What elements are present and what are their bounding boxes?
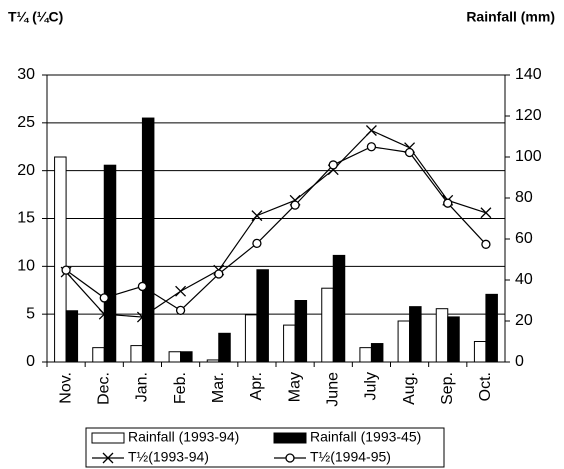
bar bbox=[244, 314, 258, 363]
bar bbox=[256, 269, 269, 363]
x-tick-label: Nov. bbox=[57, 372, 74, 404]
marker-o bbox=[404, 147, 415, 158]
marker-o bbox=[290, 200, 300, 210]
marker-x bbox=[365, 125, 377, 136]
y2-tick-label: 140 bbox=[515, 66, 542, 83]
marker-o bbox=[61, 265, 71, 275]
bar bbox=[92, 347, 105, 363]
bar bbox=[180, 351, 193, 363]
x-tick-label: Sep. bbox=[439, 372, 456, 405]
bar bbox=[206, 359, 220, 363]
y2-axis-label: Rainfall (mm) bbox=[466, 9, 555, 25]
y-tick-label: 30 bbox=[17, 66, 35, 83]
x-tick-label: Apr. bbox=[248, 372, 265, 400]
bar bbox=[359, 347, 372, 363]
x-tick-label: Oct. bbox=[477, 372, 494, 401]
marker-o bbox=[214, 269, 224, 279]
bar bbox=[321, 287, 334, 363]
y2-tick-label: 80 bbox=[515, 189, 533, 206]
marker-o bbox=[366, 142, 377, 152]
y-tick-label: 0 bbox=[26, 353, 35, 370]
x-tick-label: Mar. bbox=[210, 372, 227, 403]
legend-label: T½(1993-94) bbox=[128, 449, 209, 465]
marker-o bbox=[99, 293, 109, 303]
x-tick-label: May bbox=[286, 372, 303, 402]
y-axis-label: T¼ (¼C) bbox=[8, 9, 63, 25]
y2-tick-label: 0 bbox=[515, 353, 524, 370]
marker-x bbox=[251, 210, 263, 222]
bar bbox=[294, 300, 308, 363]
y-tick-label: 20 bbox=[17, 162, 35, 179]
line bbox=[65, 146, 487, 312]
bar bbox=[103, 164, 117, 363]
bar bbox=[473, 341, 487, 363]
marker-o bbox=[285, 453, 295, 463]
y2-tick-label: 120 bbox=[515, 107, 542, 124]
legend-box bbox=[85, 427, 445, 468]
marker-o bbox=[328, 160, 338, 170]
x-tick-label: Feb. bbox=[172, 372, 189, 404]
bar bbox=[141, 117, 155, 363]
x-tick-label: Aug. bbox=[401, 372, 418, 405]
y2-tick-label: 20 bbox=[515, 312, 533, 329]
bar bbox=[332, 254, 346, 363]
bar bbox=[130, 345, 143, 363]
marker-x bbox=[98, 308, 110, 320]
marker-o bbox=[252, 238, 262, 249]
y-tick-label: 15 bbox=[17, 210, 35, 227]
marker-x bbox=[102, 452, 114, 464]
marker-x bbox=[480, 207, 492, 219]
bar bbox=[435, 308, 449, 363]
marker-o bbox=[175, 305, 186, 315]
marker-x bbox=[136, 311, 148, 323]
x-tick-label: June bbox=[324, 372, 341, 407]
marker-o bbox=[443, 198, 453, 208]
bar bbox=[168, 351, 182, 363]
legend-swatch bbox=[273, 432, 307, 444]
bar bbox=[54, 156, 67, 363]
legend-label: T½(1994-95) bbox=[310, 449, 391, 465]
marker-o bbox=[137, 281, 148, 292]
legend-label: Rainfall (1993-94) bbox=[128, 429, 239, 445]
y2-tick-label: 60 bbox=[515, 230, 533, 247]
bar bbox=[218, 332, 231, 363]
x-tick-label: Dec. bbox=[95, 372, 112, 405]
x-tick-label: Jan. bbox=[134, 372, 151, 402]
y-tick-label: 5 bbox=[26, 305, 35, 322]
bar bbox=[485, 293, 498, 363]
line bbox=[65, 129, 487, 318]
bar bbox=[283, 324, 296, 363]
bar bbox=[397, 320, 411, 363]
marker-x bbox=[175, 285, 187, 297]
legend-label: Rainfall (1993-45) bbox=[310, 429, 421, 445]
x-tick-label: July bbox=[363, 372, 380, 400]
bar bbox=[65, 310, 79, 363]
bar bbox=[409, 306, 422, 363]
y2-tick-label: 40 bbox=[515, 271, 533, 288]
bar bbox=[447, 316, 460, 363]
y-tick-label: 10 bbox=[17, 258, 35, 275]
marker-o bbox=[481, 239, 491, 249]
legend-swatch bbox=[91, 432, 125, 444]
y-tick-label: 25 bbox=[17, 114, 35, 131]
y2-tick-label: 100 bbox=[515, 148, 542, 165]
bar bbox=[370, 343, 384, 363]
